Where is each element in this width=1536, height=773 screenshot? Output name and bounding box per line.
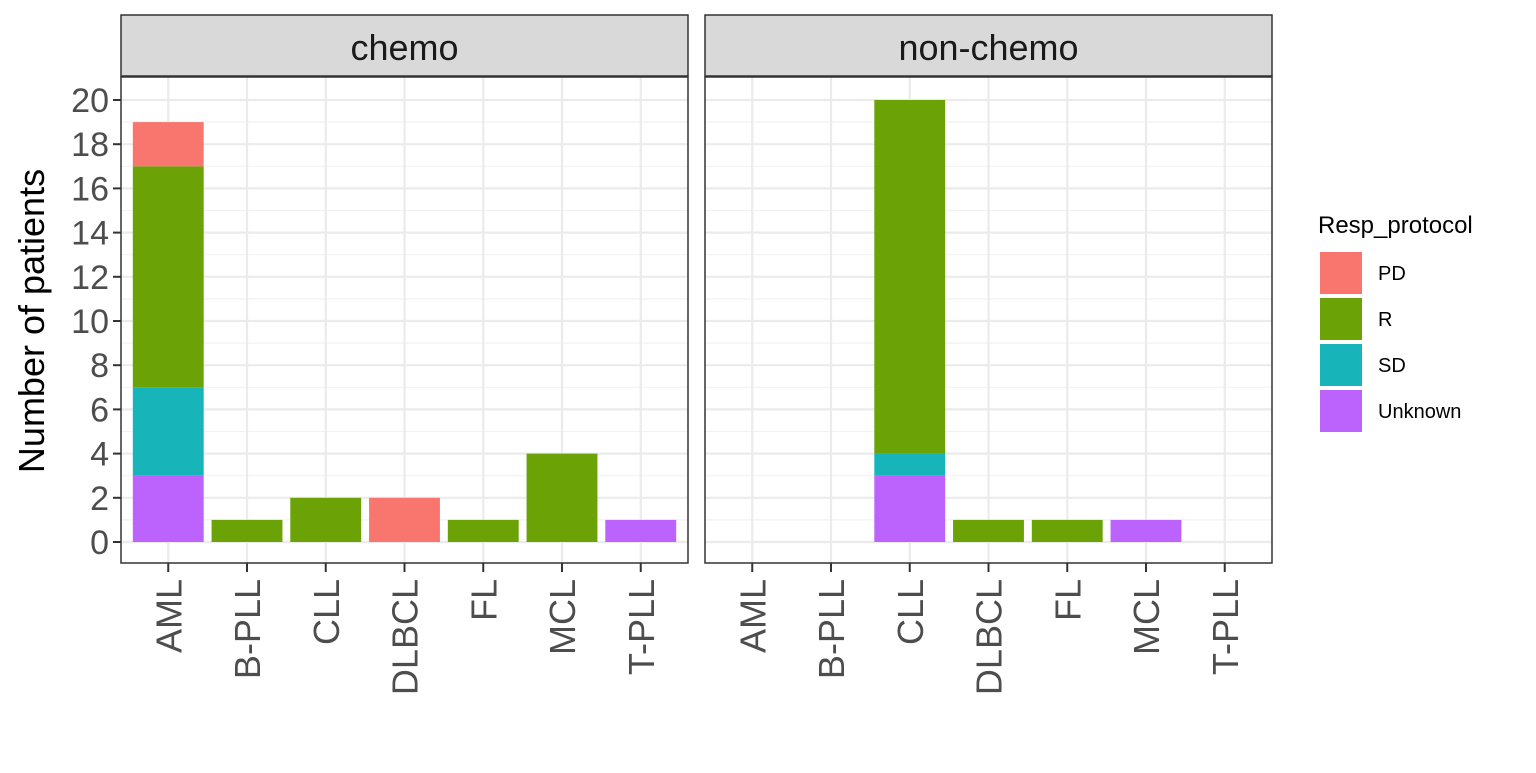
x-tick-label: T-PLL [621,579,662,675]
bar-aml-unknown [132,475,204,542]
bar-cll-sd [874,453,946,476]
x-tick-label: MCL [1126,579,1167,655]
bar-mcl-r [526,453,598,542]
x-tick-label: T-PLL [1205,579,1246,675]
x-tick-label: AML [732,579,773,653]
y-tick-label: 16 [71,170,109,208]
y-tick-label: 6 [90,391,109,429]
bar-dlbcl-pd [369,497,440,542]
bar-fl-r [447,519,519,542]
x-tick-label: CLL [890,579,931,645]
legend-label: R [1378,309,1392,331]
y-tick-label: 10 [71,303,109,341]
legend-swatch-r [1320,298,1362,340]
x-tick-label: FL [463,579,504,621]
y-tick-label: 20 [71,82,109,120]
legend-swatch-unknown [1320,390,1362,432]
y-tick-label: 2 [90,480,109,518]
facet-label: non-chemo [898,27,1078,68]
legend-label: SD [1378,355,1406,377]
y-tick-label: 4 [90,436,109,474]
y-tick-label: 14 [71,215,109,253]
x-tick-label: FL [1047,579,1088,621]
legend-title: Resp_protocol [1318,212,1473,239]
y-tick-label: 0 [90,524,109,562]
y-tick-label: 8 [90,347,109,385]
bar-fl-r [1031,519,1103,542]
facet-strip [704,14,1273,77]
facet-strip [120,14,689,77]
x-tick-label: CLL [306,579,347,645]
bar-b-pll-r [211,519,283,542]
y-tick-label: 12 [71,259,109,297]
x-tick-label: AML [148,579,189,653]
x-tick-label: B-PLL [811,579,852,679]
facet-label: chemo [350,27,458,68]
bar-aml-sd [132,387,204,476]
y-axis-label: Number of patients [11,169,52,473]
x-tick-label: MCL [542,579,583,655]
bar-cll-unknown [874,475,946,542]
bar-aml-r [132,166,204,388]
legend-label: PD [1378,263,1406,285]
legend-swatch-pd [1320,252,1362,294]
bar-cll-r [290,497,362,542]
legend-label: Unknown [1378,401,1461,423]
y-tick-label: 18 [71,126,109,164]
x-tick-label: DLBCL [969,579,1010,695]
bar-cll-r [874,100,946,454]
bar-dlbcl-r [953,519,1024,542]
x-tick-label: B-PLL [227,579,268,679]
bar-aml-pd [132,122,204,167]
bar-mcl-unknown [1110,519,1182,542]
legend-swatch-sd [1320,344,1362,386]
bar-t-pll-unknown [605,519,677,542]
x-tick-label: DLBCL [385,579,426,695]
